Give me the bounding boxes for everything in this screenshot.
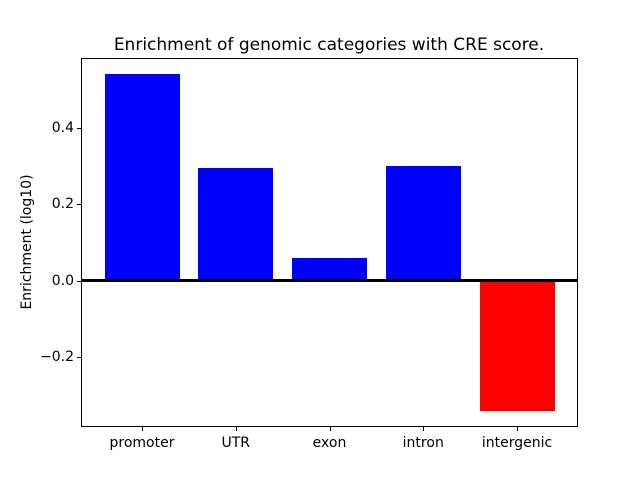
zero-line xyxy=(82,279,577,283)
x-tick-label-exon: exon xyxy=(312,435,347,451)
bar-intergenic xyxy=(479,280,555,411)
y-tick-label-−0.2: −0.2 xyxy=(40,349,74,366)
y-tick-label-0.4: 0.4 xyxy=(51,119,74,136)
x-tick-mark-promoter xyxy=(142,427,143,431)
y-tick-mark-0.2 xyxy=(77,204,81,206)
x-tick-label-UTR: UTR xyxy=(221,435,251,451)
y-tick-label-0.0: 0.0 xyxy=(51,272,74,289)
bar-intron xyxy=(385,166,461,281)
bar-UTR xyxy=(198,167,274,281)
chart-title: Enrichment of genomic categories with CR… xyxy=(113,35,545,55)
x-tick-mark-UTR xyxy=(235,427,237,431)
x-tick-mark-intergenic xyxy=(517,427,518,431)
y-tick-mark-0.0 xyxy=(77,280,81,282)
x-tick-label-promoter: promoter xyxy=(109,435,175,451)
bar-promoter xyxy=(104,74,180,281)
bar-exon xyxy=(292,257,367,281)
y-axis-label: Enrichment (log10) xyxy=(19,174,35,310)
x-tick-mark-exon xyxy=(329,427,331,431)
y-tick-label-0.2: 0.2 xyxy=(51,196,74,213)
x-tick-label-intron: intron xyxy=(402,435,444,451)
y-tick-mark-−0.2 xyxy=(77,357,81,359)
y-tick-mark-0.4 xyxy=(77,127,81,129)
x-tick-label-intergenic: intergenic xyxy=(481,435,553,451)
x-tick-mark-intron xyxy=(423,427,425,431)
plot-area xyxy=(81,58,578,427)
